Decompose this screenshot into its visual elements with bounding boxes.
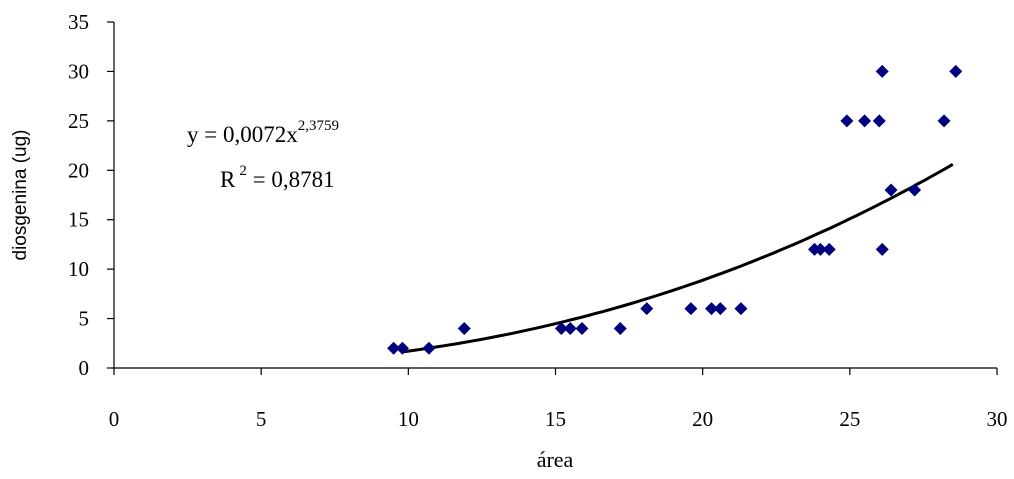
data-point (937, 114, 951, 128)
y-tick-label: 5 (79, 307, 90, 331)
data-point (613, 321, 627, 335)
data-point (684, 302, 698, 316)
data-point (734, 302, 748, 316)
data-point (872, 114, 886, 128)
data-point (395, 341, 409, 355)
data-point (840, 114, 854, 128)
data-point (822, 242, 836, 256)
data-point (457, 321, 471, 335)
data-point (554, 321, 568, 335)
x-ticks: 0 5 10 15 20 25 30 (109, 368, 1008, 431)
y-tick-label: 20 (68, 158, 89, 182)
power-trendline (402, 163, 954, 354)
y-tick-label: 0 (79, 356, 90, 380)
x-tick-label: 10 (398, 407, 419, 431)
data-point (704, 302, 718, 316)
data-point (387, 341, 401, 355)
svg-text:y = 0,0072x2,3759: y = 0,0072x2,3759 (187, 118, 339, 147)
data-point (713, 302, 727, 316)
y-ticks: 0 5 10 15 20 25 30 35 (68, 10, 114, 380)
equation-exponent: 2,3759 (298, 118, 339, 134)
x-tick-label: 25 (839, 407, 860, 431)
y-axis-title: diosgenina (ug) (10, 130, 31, 261)
data-points (387, 64, 963, 355)
data-point (884, 183, 898, 197)
x-tick-label: 15 (545, 407, 566, 431)
y-tick-label: 10 (68, 257, 89, 281)
r-squared-label: R (220, 167, 236, 192)
x-tick-label: 20 (692, 407, 713, 431)
data-point (640, 302, 654, 316)
y-tick-label: 15 (68, 208, 89, 232)
axes: 0 5 10 15 20 25 30 0 5 10 15 20 25 30 35 (68, 10, 1008, 431)
equation-main: y = 0,0072x (187, 122, 298, 147)
y-tick-label: 35 (68, 10, 89, 34)
x-tick-label: 5 (256, 407, 267, 431)
data-point (875, 242, 889, 256)
x-tick-label: 30 (987, 407, 1008, 431)
data-point (575, 321, 589, 335)
data-point (422, 341, 436, 355)
data-point (858, 114, 872, 128)
data-point (813, 242, 827, 256)
x-tick-label: 0 (109, 407, 120, 431)
data-point (908, 183, 922, 197)
svg-text:R2 = 0,8781: R2 = 0,8781 (220, 163, 335, 192)
data-point (875, 64, 889, 78)
r-squared-value: = 0,8781 (247, 167, 335, 192)
x-axis-title: área (537, 447, 574, 472)
y-tick-label: 25 (68, 109, 89, 133)
data-point (563, 321, 577, 335)
data-point (949, 64, 963, 78)
y-tick-label: 30 (68, 59, 89, 83)
r-squared-exponent: 2 (239, 163, 247, 179)
